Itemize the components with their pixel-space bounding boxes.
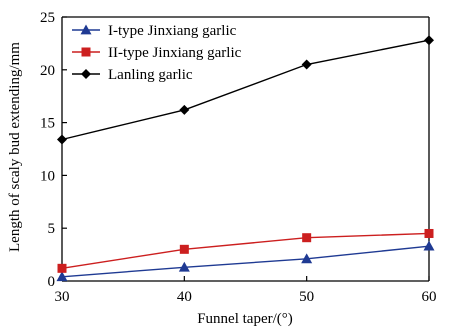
- y-tick-label: 15: [40, 116, 55, 132]
- series-group: [56, 35, 435, 282]
- series-2: [57, 228, 434, 273]
- legend-label: Lanling garlic: [108, 67, 193, 83]
- legend-swatch-marker: [80, 24, 92, 35]
- data-point: [179, 244, 189, 254]
- y-tick-label: 10: [40, 168, 55, 184]
- legend-label: I-type Jinxiang garlic: [108, 23, 237, 39]
- series-line: [61, 232, 430, 270]
- legend-item-2: II-type Jinxiang garlic: [72, 45, 242, 61]
- legend-item-1: I-type Jinxiang garlic: [72, 23, 237, 39]
- data-point: [57, 263, 67, 273]
- x-tick-label: 60: [422, 289, 437, 305]
- data-point: [56, 271, 68, 282]
- data-point: [179, 104, 190, 115]
- data-point: [423, 240, 435, 251]
- legend-swatch-marker: [81, 47, 91, 57]
- x-tick-label: 40: [177, 289, 192, 305]
- series-line: [61, 245, 430, 278]
- x-tick-label: 30: [55, 289, 70, 305]
- x-tick-label: 50: [299, 289, 314, 305]
- legend: I-type Jinxiang garlic II-type Jinxiang g…: [72, 23, 242, 83]
- data-point: [424, 35, 434, 46]
- data-point: [301, 59, 312, 70]
- data-point: [424, 228, 434, 238]
- legend-swatch-marker: [81, 69, 91, 79]
- legend-item-3: Lanling garlic: [72, 67, 193, 83]
- series-3: [57, 35, 434, 145]
- x-axis-title: Funnel taper/(°): [197, 311, 293, 327]
- y-tick-label: 5: [48, 221, 56, 237]
- series-line: [61, 39, 430, 141]
- data-point: [301, 253, 313, 264]
- y-tick-label: 20: [40, 63, 55, 79]
- y-axis-title: Length of scaly bud extending/mm: [7, 42, 23, 252]
- tick-marks: 30 40 50 60 0 5 10 15 20 25: [40, 10, 437, 305]
- y-tick-label: 25: [40, 10, 55, 26]
- y-tick-label: 0: [48, 274, 56, 290]
- data-point: [302, 233, 312, 243]
- data-point: [57, 134, 67, 145]
- legend-label: II-type Jinxiang garlic: [108, 45, 242, 61]
- series-1: [56, 240, 435, 282]
- data-point: [178, 261, 190, 272]
